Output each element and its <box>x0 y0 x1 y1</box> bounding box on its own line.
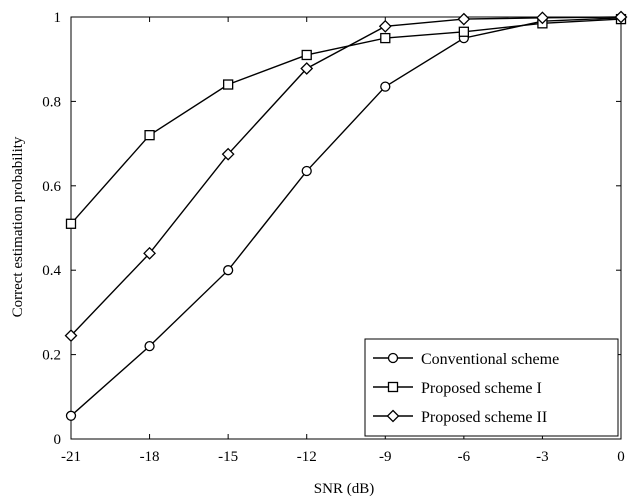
data-point-square <box>222 79 234 90</box>
data-point-square <box>380 32 391 44</box>
data-point-circle <box>65 410 77 421</box>
y-tick-label: 0.8 <box>42 94 61 110</box>
legend: Conventional scheme Proposed scheme I Prop… <box>364 338 619 437</box>
x-axis-label: SNR (dB) <box>314 481 374 497</box>
data-point-circle <box>144 341 155 352</box>
x-axis: -21 -18 -15 -12 -9 -6 -3 0 <box>61 17 625 465</box>
legend-marker-square <box>387 381 399 393</box>
y-tick-label: 1 <box>54 10 62 26</box>
data-point-diamond <box>300 62 314 75</box>
data-point-diamond <box>221 147 235 161</box>
legend-label: Conventional scheme <box>421 351 559 368</box>
x-tick-label: -21 <box>61 449 81 465</box>
series-3 <box>64 10 628 343</box>
data-point-diamond <box>143 246 156 260</box>
data-point-diamond <box>614 10 628 24</box>
x-tick-label: -18 <box>140 449 160 465</box>
data-point-diamond <box>64 329 78 343</box>
y-tick-label: 0.2 <box>42 348 61 364</box>
y-axis: 0 0.2 0.4 0.6 0.8 1 <box>42 10 621 448</box>
x-tick-label: -6 <box>458 449 471 465</box>
series-line <box>70 18 622 225</box>
series-line <box>70 16 622 337</box>
series-layer <box>64 10 628 421</box>
x-tick-label: -12 <box>297 449 317 465</box>
data-point-diamond <box>457 12 471 26</box>
data-point-square <box>144 130 155 141</box>
x-tick-label: -15 <box>218 449 238 465</box>
legend-marker-circle <box>387 352 399 364</box>
x-tick-label: 0 <box>617 449 625 465</box>
x-tick-label: -3 <box>536 449 549 465</box>
data-point-circle <box>380 81 391 92</box>
legend-label: Proposed scheme II <box>421 409 547 426</box>
y-tick-label: 0.6 <box>42 179 61 195</box>
x-tick-label: -9 <box>379 449 392 465</box>
legend-label: Proposed scheme I <box>421 380 542 397</box>
data-point-square <box>458 26 470 37</box>
data-point-circle <box>222 265 234 276</box>
data-point-square <box>301 49 312 61</box>
legend-marker-diamond <box>386 409 400 423</box>
y-tick-label: 0.4 <box>42 263 61 279</box>
data-point-diamond <box>378 19 392 33</box>
data-point-diamond <box>536 11 549 25</box>
y-tick-label: 0 <box>54 432 62 448</box>
data-point-circle <box>301 165 312 177</box>
y-axis-label: Correct estimation probability <box>10 136 26 317</box>
data-point-square <box>65 218 77 229</box>
